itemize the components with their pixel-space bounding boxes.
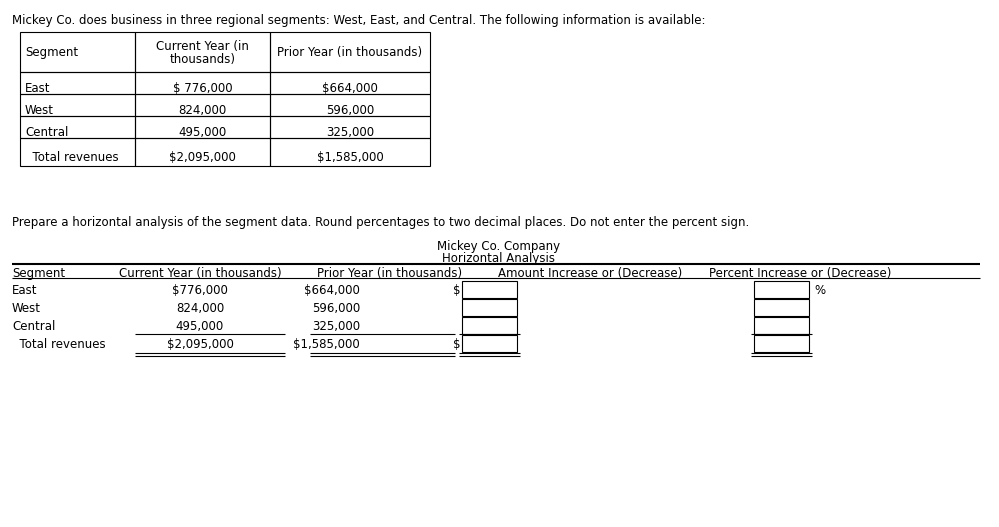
Text: $2,095,000: $2,095,000 <box>167 338 234 351</box>
Bar <box>462 317 517 334</box>
Text: Total revenues: Total revenues <box>12 338 106 351</box>
Text: $: $ <box>453 338 461 351</box>
Bar <box>462 299 517 316</box>
Bar <box>754 299 809 316</box>
Text: Total revenues: Total revenues <box>25 151 119 164</box>
Bar <box>20 116 135 138</box>
Text: West: West <box>12 302 41 315</box>
Text: Amount Increase or (Decrease): Amount Increase or (Decrease) <box>498 267 682 280</box>
Bar <box>20 32 135 72</box>
Bar <box>754 281 809 298</box>
Bar <box>462 335 517 352</box>
Bar <box>20 138 135 166</box>
Text: 325,000: 325,000 <box>312 320 360 333</box>
Text: 824,000: 824,000 <box>179 104 227 117</box>
Bar <box>135 138 270 166</box>
Text: $776,000: $776,000 <box>172 284 228 297</box>
Bar <box>135 116 270 138</box>
Text: Prior Year (in thousands): Prior Year (in thousands) <box>278 46 423 59</box>
Text: Current Year (in thousands): Current Year (in thousands) <box>119 267 282 280</box>
Text: East: East <box>12 284 38 297</box>
Bar <box>20 94 135 116</box>
Text: 596,000: 596,000 <box>312 302 360 315</box>
Text: $: $ <box>453 284 461 297</box>
Text: 495,000: 495,000 <box>179 126 227 139</box>
Text: 325,000: 325,000 <box>326 126 374 139</box>
Text: $664,000: $664,000 <box>304 284 360 297</box>
Text: 495,000: 495,000 <box>176 320 224 333</box>
Text: Central: Central <box>25 126 68 139</box>
Text: Horizontal Analysis: Horizontal Analysis <box>443 252 555 265</box>
Bar <box>270 94 430 116</box>
Text: $1,585,000: $1,585,000 <box>317 151 384 164</box>
Text: Segment: Segment <box>25 46 78 59</box>
Text: Percent Increase or (Decrease): Percent Increase or (Decrease) <box>709 267 891 280</box>
Bar <box>462 281 517 298</box>
Text: 596,000: 596,000 <box>326 104 374 117</box>
Bar <box>270 116 430 138</box>
Bar <box>270 32 430 72</box>
Text: Current Year (in: Current Year (in <box>156 40 249 53</box>
Text: Central: Central <box>12 320 55 333</box>
Text: $1,585,000: $1,585,000 <box>294 338 360 351</box>
Bar <box>754 317 809 334</box>
Text: %: % <box>814 284 825 297</box>
Bar <box>20 72 135 94</box>
Text: Mickey Co. Company: Mickey Co. Company <box>438 240 560 253</box>
Bar <box>135 72 270 94</box>
Text: thousands): thousands) <box>170 53 236 66</box>
Text: West: West <box>25 104 54 117</box>
Bar <box>754 335 809 352</box>
Text: Prior Year (in thousands): Prior Year (in thousands) <box>318 267 463 280</box>
Text: Mickey Co. does business in three regional segments: West, East, and Central. Th: Mickey Co. does business in three region… <box>12 14 705 27</box>
Text: $ 776,000: $ 776,000 <box>173 82 233 95</box>
Text: Segment: Segment <box>12 267 65 280</box>
Text: $664,000: $664,000 <box>322 82 378 95</box>
Bar <box>270 72 430 94</box>
Text: $2,095,000: $2,095,000 <box>169 151 236 164</box>
Bar <box>270 138 430 166</box>
Text: 824,000: 824,000 <box>176 302 224 315</box>
Bar <box>135 94 270 116</box>
Text: Prepare a horizontal analysis of the segment data. Round percentages to two deci: Prepare a horizontal analysis of the seg… <box>12 216 749 229</box>
Bar <box>135 32 270 72</box>
Text: East: East <box>25 82 51 95</box>
